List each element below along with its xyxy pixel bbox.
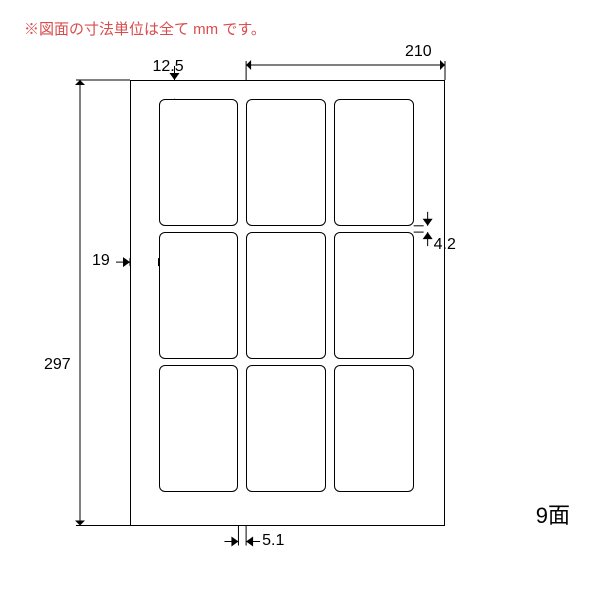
label-cell [334,232,414,359]
label-cell [159,365,239,492]
dim-h-gap: 5.1 [262,532,284,550]
unit-note-text: ※図面の寸法単位は全て mm です。 [24,21,266,38]
label-cell [246,99,326,226]
label-cell [334,365,414,492]
dim-v-gap: 4.2 [434,236,456,254]
unit-note: ※図面の寸法単位は全て mm です。 [24,18,266,39]
dim-sheet-width: 210 [405,43,432,61]
label-cell [159,99,239,226]
dim-left-margin: 19 [92,252,110,270]
label-cell [246,232,326,359]
label-cell [246,365,326,492]
dim-sheet-height: 297 [44,356,71,374]
dim-top-margin: 12.5 [153,58,184,76]
label-cell [334,99,414,226]
face-count-label: 9面 [536,498,570,530]
label-cell [159,232,239,359]
